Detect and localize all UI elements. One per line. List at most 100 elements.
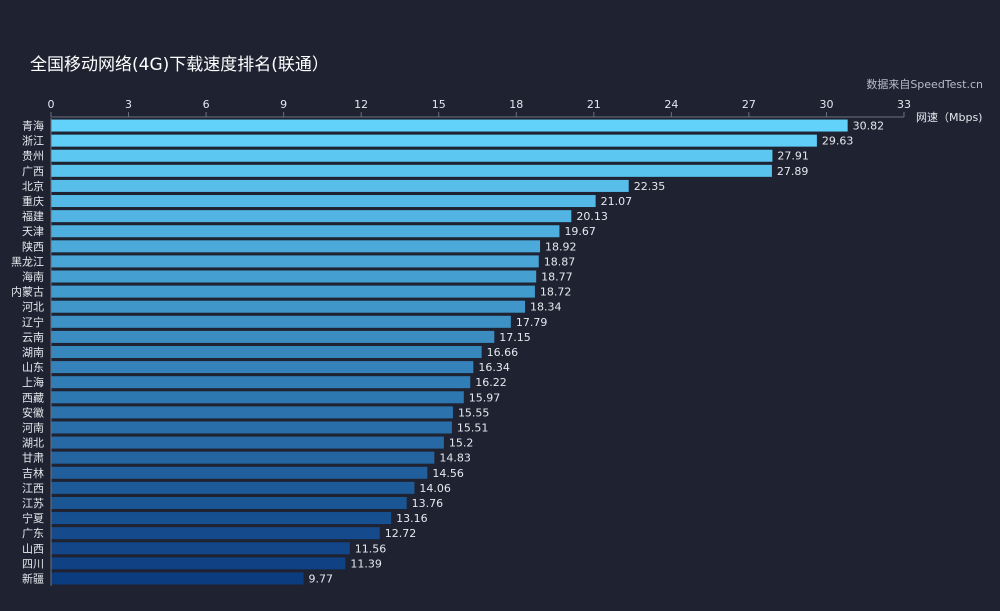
value-label: 20.13 (576, 210, 608, 223)
y-tick-label: 云南 (22, 331, 44, 344)
x-tick-label: 0 (48, 98, 55, 111)
y-tick-label: 山东 (22, 361, 44, 374)
bar (51, 134, 817, 147)
value-label: 18.72 (540, 286, 572, 299)
y-tick-label: 黑龙江 (11, 255, 44, 268)
value-label: 14.83 (439, 452, 471, 465)
y-tick-label: 湖北 (22, 437, 44, 450)
bar (51, 240, 541, 253)
bar (51, 527, 380, 540)
bar (51, 255, 539, 268)
value-label: 22.35 (634, 180, 666, 193)
value-label: 27.91 (777, 150, 809, 163)
bar (51, 210, 572, 223)
y-tick-label: 河北 (22, 301, 44, 314)
y-tick-label: 福建 (22, 209, 44, 223)
bar (51, 496, 407, 509)
value-label: 16.22 (475, 376, 507, 389)
bar (51, 557, 346, 570)
bar (51, 451, 435, 464)
x-tick-label: 18 (509, 98, 523, 111)
y-tick-label: 青海 (22, 119, 44, 133)
value-label: 16.34 (478, 361, 510, 374)
value-label: 21.07 (601, 195, 633, 208)
y-tick-label: 海南 (22, 270, 44, 284)
value-label: 15.51 (457, 421, 489, 434)
x-tick-label: 30 (819, 98, 833, 111)
y-tick-label: 内蒙古 (11, 285, 44, 299)
bar (51, 164, 772, 177)
value-label: 15.2 (449, 437, 474, 450)
bar (51, 436, 444, 449)
x-tick-label: 24 (664, 98, 678, 111)
x-axis-label: 网速（Mbps) (916, 111, 982, 124)
x-tick-label: 6 (203, 98, 210, 111)
bar (51, 225, 560, 238)
bar (51, 119, 848, 132)
value-label: 12.72 (385, 527, 417, 540)
y-tick-label: 江西 (22, 482, 44, 495)
y-tick-label: 湖南 (22, 346, 44, 359)
value-label: 29.63 (822, 135, 854, 148)
bar (51, 149, 773, 162)
bar (51, 481, 415, 494)
y-tick-label: 上海 (22, 375, 44, 389)
bar (51, 270, 537, 283)
bar (51, 542, 350, 555)
x-tick-label: 33 (897, 98, 911, 111)
value-label: 17.15 (499, 331, 531, 344)
y-tick-label: 安徽 (22, 405, 44, 419)
y-tick-label: 宁夏 (22, 511, 44, 525)
x-tick-label: 9 (280, 98, 287, 111)
y-tick-label: 陕西 (22, 239, 44, 253)
value-label: 30.82 (853, 120, 885, 133)
bar (51, 179, 629, 192)
value-label: 13.16 (396, 512, 428, 525)
value-label: 18.92 (545, 240, 577, 253)
x-tick-label: 15 (432, 98, 446, 111)
bar (51, 512, 392, 525)
value-label: 14.56 (432, 467, 464, 480)
value-label: 9.77 (309, 572, 334, 585)
bar (51, 466, 428, 479)
value-label: 18.87 (544, 255, 576, 268)
value-label: 18.34 (530, 301, 562, 314)
x-tick-label: 27 (742, 98, 756, 111)
chart-subtitle: 数据来自SpeedTest.cn (866, 77, 983, 91)
x-tick-label: 21 (587, 98, 601, 111)
y-tick-label: 广东 (22, 527, 44, 540)
bar (51, 285, 535, 298)
y-tick-label: 西藏 (22, 391, 44, 404)
y-tick-label: 天津 (22, 225, 44, 238)
bar (51, 300, 526, 313)
y-tick-label: 重庆 (22, 194, 44, 208)
value-label: 14.06 (419, 482, 451, 495)
bar (51, 315, 511, 328)
value-label: 15.97 (469, 391, 501, 404)
y-tick-label: 甘肃 (22, 452, 44, 465)
bar (51, 195, 596, 208)
y-tick-label: 山西 (22, 542, 44, 555)
bar (51, 361, 474, 374)
y-tick-label: 四川 (22, 557, 44, 570)
bar (51, 391, 464, 404)
y-tick-label: 辽宁 (22, 315, 44, 329)
value-label: 15.55 (458, 406, 490, 419)
y-tick-label: 贵州 (22, 150, 44, 163)
value-label: 18.77 (541, 271, 573, 284)
value-label: 16.66 (487, 346, 518, 359)
value-label: 17.79 (516, 316, 548, 329)
y-tick-label: 河南 (22, 421, 44, 434)
y-tick-label: 广西 (22, 165, 44, 178)
y-tick-label: 浙江 (22, 135, 44, 148)
value-label: 27.89 (777, 165, 809, 178)
bar (51, 572, 304, 585)
bar (51, 406, 453, 419)
x-tick-label: 12 (354, 98, 368, 111)
bar (51, 421, 452, 434)
chart-title: 全国移动网络(4G)下载速度排名(联通） (30, 55, 329, 75)
value-label: 13.76 (412, 497, 444, 510)
bar (51, 330, 495, 343)
